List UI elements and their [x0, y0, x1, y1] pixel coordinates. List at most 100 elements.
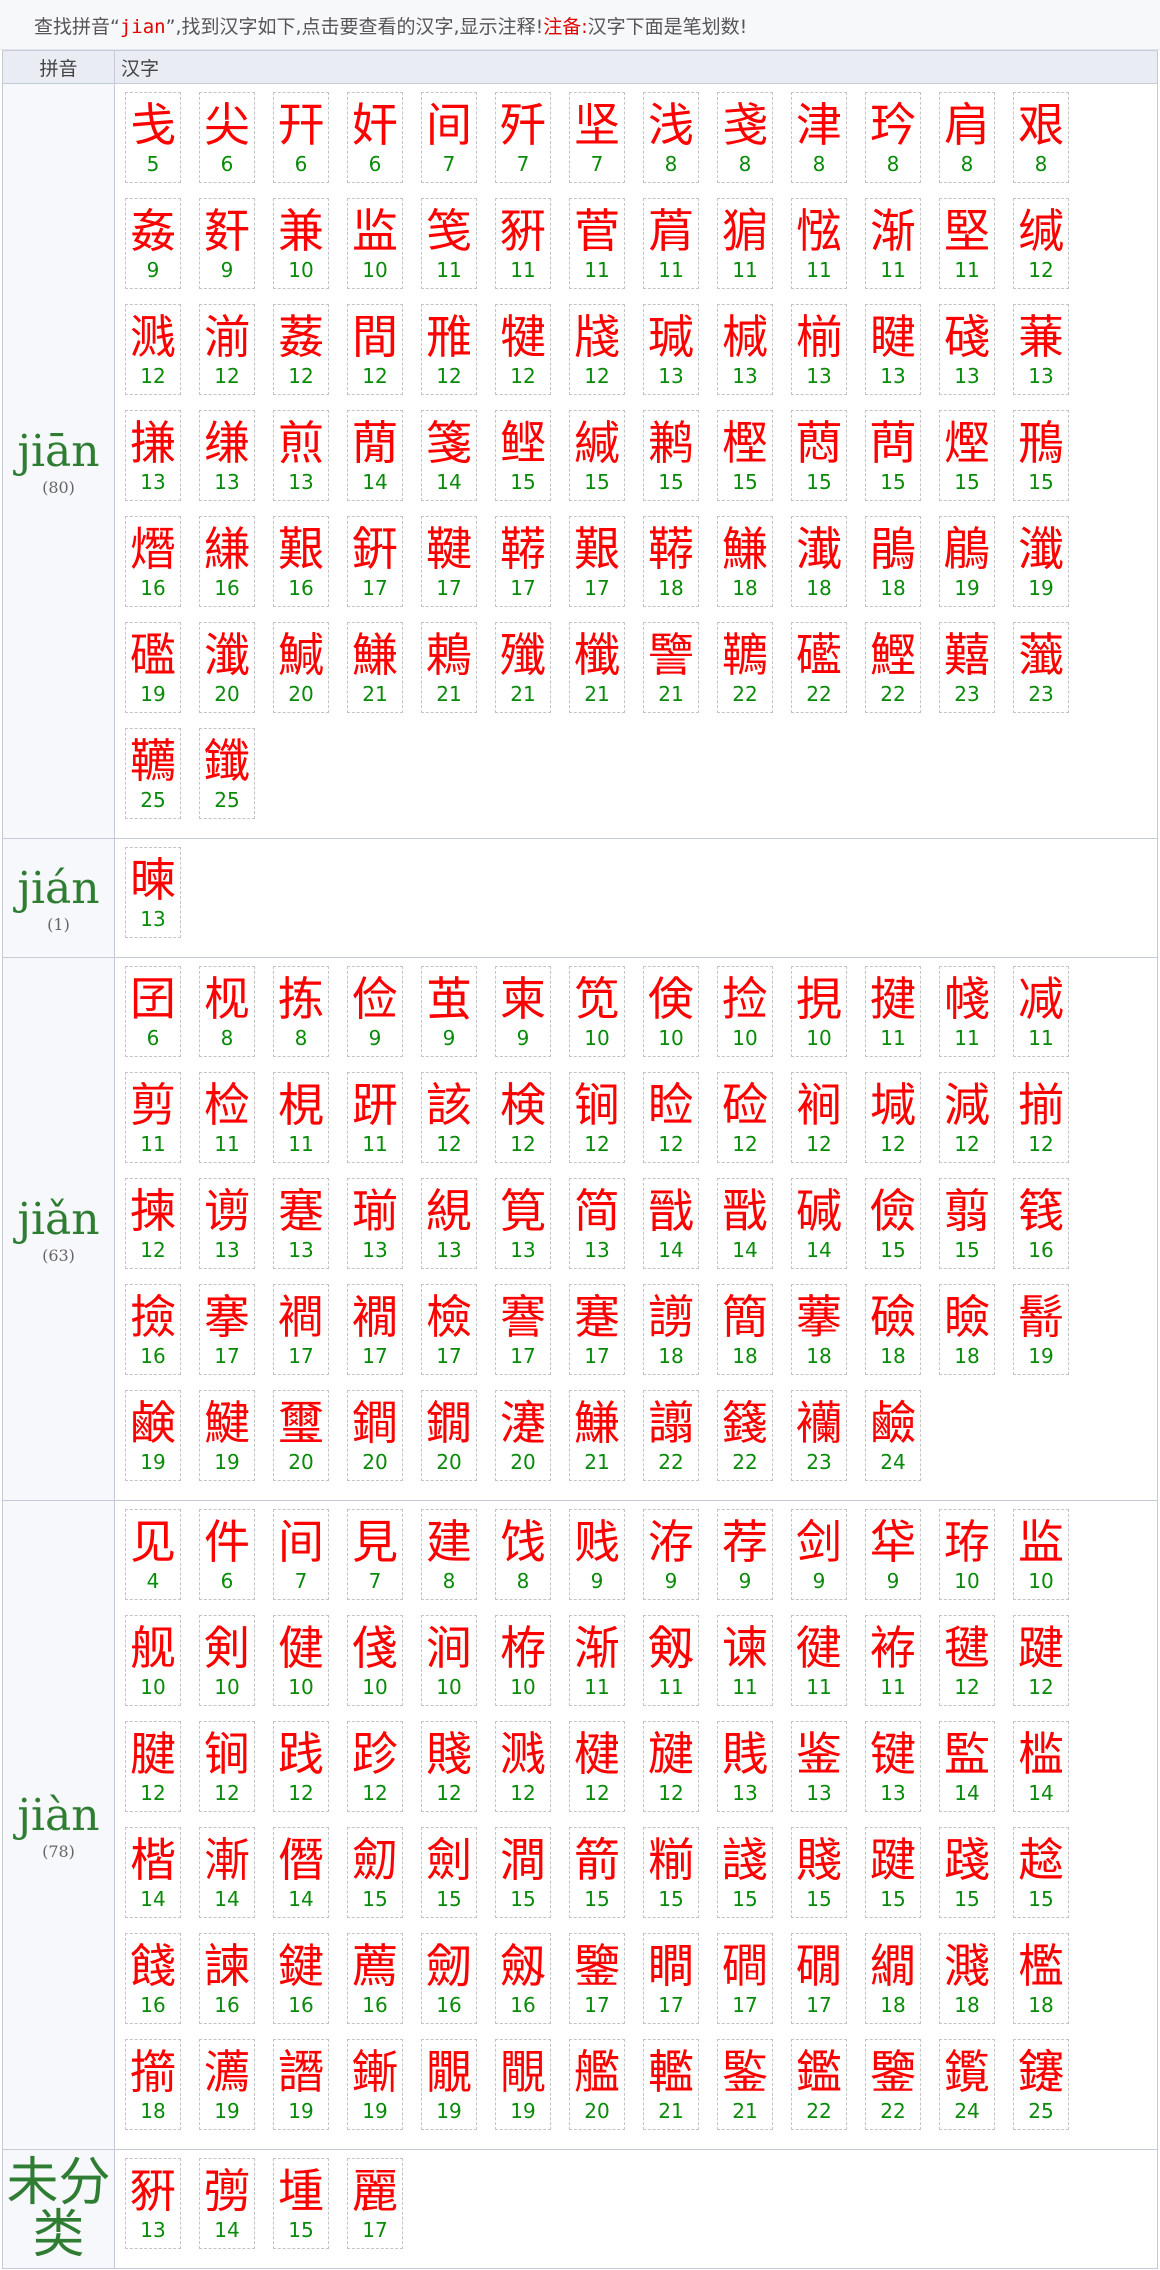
hanzi-link[interactable]: 鳽 15: [1013, 410, 1069, 501]
hanzi-link[interactable]: 腱 12: [125, 1721, 181, 1812]
hanzi-link[interactable]: 譾 22: [643, 1390, 699, 1481]
hanzi-link[interactable]: 鏩 19: [347, 2039, 403, 2130]
hanzi-link[interactable]: 熞 15: [939, 410, 995, 501]
hanzi-link[interactable]: 溅 12: [495, 1721, 551, 1812]
hanzi-link[interactable]: 麗 17: [347, 2158, 403, 2249]
hanzi-link[interactable]: 锏 12: [199, 1721, 255, 1812]
hanzi-link[interactable]: 鲣 15: [495, 410, 551, 501]
hanzi-link[interactable]: 彅 14: [199, 2158, 255, 2249]
hanzi-link[interactable]: 儉 15: [865, 1178, 921, 1269]
hanzi-link[interactable]: 劍 15: [421, 1827, 477, 1918]
hanzi-link[interactable]: 篯 16: [1013, 1178, 1069, 1269]
hanzi-link[interactable]: 譼 21: [643, 622, 699, 713]
hanzi-link[interactable]: 鞯 18: [643, 516, 699, 607]
hanzi-link[interactable]: 礷 22: [791, 622, 847, 713]
hanzi-link[interactable]: 袸 11: [865, 1615, 921, 1706]
hanzi-link[interactable]: 趼 11: [347, 1072, 403, 1163]
hanzi-link[interactable]: 鰔 20: [273, 622, 329, 713]
hanzi-link[interactable]: 鑑 22: [791, 2039, 847, 2130]
hanzi-link[interactable]: 涧 10: [421, 1615, 477, 1706]
hanzi-link[interactable]: 倹 10: [643, 966, 699, 1057]
hanzi-link[interactable]: 缣 13: [199, 410, 255, 501]
hanzi-link[interactable]: 蹇 13: [273, 1178, 329, 1269]
hanzi-link[interactable]: 揀 12: [125, 1178, 181, 1269]
hanzi-link[interactable]: 旔 12: [643, 1721, 699, 1812]
hanzi-link[interactable]: 藆 18: [791, 1284, 847, 1375]
hanzi-link[interactable]: 挸 10: [791, 966, 847, 1057]
hanzi-link[interactable]: 鹣 15: [643, 410, 699, 501]
hanzi-link[interactable]: 鰜 18: [717, 516, 773, 607]
hanzi-link[interactable]: 湔 12: [199, 304, 255, 395]
hanzi-link[interactable]: 瞼 18: [939, 1284, 995, 1375]
hanzi-link[interactable]: 戩 14: [643, 1178, 699, 1269]
hanzi-link[interactable]: 籛 22: [717, 1390, 773, 1481]
hanzi-link[interactable]: 睷 13: [865, 304, 921, 395]
hanzi-link[interactable]: 鞬 17: [421, 516, 477, 607]
hanzi-link[interactable]: 豣 13: [125, 2158, 181, 2249]
hanzi-link[interactable]: 賎 13: [717, 1721, 773, 1812]
hanzi-link[interactable]: 劔 16: [495, 1933, 551, 2024]
hanzi-link[interactable]: 鐗 20: [421, 1390, 477, 1481]
hanzi-link[interactable]: 鰜 21: [347, 622, 403, 713]
hanzi-link[interactable]: 键 13: [865, 1721, 921, 1812]
hanzi-link[interactable]: 間 12: [347, 304, 403, 395]
hanzi-link[interactable]: 珔 10: [939, 1509, 995, 1600]
hanzi-link[interactable]: 毽 12: [939, 1615, 995, 1706]
hanzi-link[interactable]: 絸 13: [421, 1178, 477, 1269]
hanzi-link[interactable]: 鑳 25: [1013, 2039, 1069, 2130]
hanzi-link[interactable]: 鰹 22: [865, 622, 921, 713]
hanzi-link[interactable]: 擶 18: [125, 2039, 181, 2130]
hanzi-link[interactable]: 諓 15: [717, 1827, 773, 1918]
hanzi-link[interactable]: 瀽 20: [495, 1390, 551, 1481]
hanzi-link[interactable]: 瀸 20: [199, 622, 255, 713]
hanzi-link[interactable]: 渐 11: [569, 1615, 625, 1706]
hanzi-link[interactable]: 搛 13: [125, 410, 181, 501]
hanzi-link[interactable]: 襇 17: [273, 1284, 329, 1375]
hanzi-link[interactable]: 樫 15: [717, 410, 773, 501]
hanzi-link[interactable]: 礀 17: [791, 1933, 847, 2024]
hanzi-link[interactable]: 鬋 19: [1013, 1284, 1069, 1375]
hanzi-link[interactable]: 覸 19: [495, 2039, 551, 2130]
hanzi-link[interactable]: 兼 10: [273, 198, 329, 289]
hanzi-link[interactable]: 鞯 17: [495, 516, 551, 607]
hanzi-link[interactable]: 賤 15: [791, 1827, 847, 1918]
hanzi-link[interactable]: 渐 11: [865, 198, 921, 289]
hanzi-link[interactable]: 璽 20: [273, 1390, 329, 1481]
hanzi-link[interactable]: 筧 13: [495, 1178, 551, 1269]
hanzi-link[interactable]: 溅 12: [125, 304, 181, 395]
hanzi-link[interactable]: 濺 18: [939, 1933, 995, 2024]
hanzi-link[interactable]: 硷 12: [717, 1072, 773, 1163]
hanzi-link[interactable]: 餞 16: [125, 1933, 181, 2024]
hanzi-link[interactable]: 剪 11: [125, 1072, 181, 1163]
hanzi-link[interactable]: 礆 18: [865, 1284, 921, 1375]
hanzi-link[interactable]: 瞷 17: [643, 1933, 699, 2024]
hanzi-link[interactable]: 縑 16: [199, 516, 255, 607]
hanzi-link[interactable]: 襽 23: [791, 1390, 847, 1481]
hanzi-link[interactable]: 虃 23: [1013, 622, 1069, 713]
hanzi-link[interactable]: 踺 15: [865, 1827, 921, 1918]
hanzi-link[interactable]: 健 10: [273, 1615, 329, 1706]
hanzi-link[interactable]: 監 14: [939, 1721, 995, 1812]
hanzi-link[interactable]: 菺 11: [643, 198, 699, 289]
hanzi-link[interactable]: 瑊 13: [643, 304, 699, 395]
hanzi-link[interactable]: 揵 11: [865, 966, 921, 1057]
hanzi-link[interactable]: 検 12: [495, 1072, 551, 1163]
hanzi-link[interactable]: 鑒 17: [569, 1933, 625, 2024]
hanzi-link[interactable]: 剱 11: [643, 1615, 699, 1706]
hanzi-link[interactable]: 鍳 21: [717, 2039, 773, 2130]
